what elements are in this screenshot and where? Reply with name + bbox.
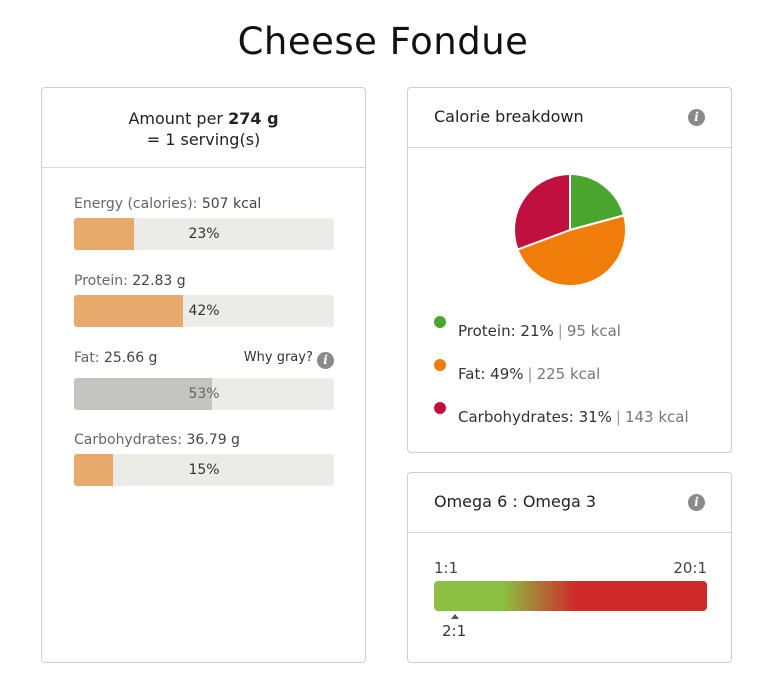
nutrient-bar: 23%: [74, 218, 334, 250]
nutrition-card: Amount per 274 g = 1 serving(s) Energy (…: [41, 87, 366, 663]
amount-header: Amount per 274 g = 1 serving(s): [42, 88, 365, 168]
omega-header: Omega 6 : Omega 3 i: [408, 473, 731, 533]
pie-slice-protein: [569, 172, 626, 232]
omega-gradient-bar: [434, 581, 707, 611]
legend-dot: [434, 402, 446, 414]
nutrient-percent: 23%: [188, 226, 220, 242]
nutrient-bar-fill: [74, 295, 184, 327]
nutrient-value: 36.79 g: [186, 432, 240, 448]
calorie-breakdown-header: Calorie breakdown i: [408, 88, 731, 148]
why-gray-label: Why gray?: [243, 350, 313, 365]
nutrient-bar: 15%: [74, 454, 334, 486]
amount-prefix: Amount per: [128, 109, 224, 128]
omega-value: 2:1: [442, 622, 467, 640]
pie-slice-fat: [516, 214, 627, 287]
info-icon[interactable]: i: [688, 494, 705, 511]
omega-scale-min: 1:1: [434, 559, 459, 577]
calorie-breakdown-card: Calorie breakdown i Protein: 21% | 95 kcal…: [407, 87, 732, 453]
nutrient-energy: Energy (calories): 507 kcal 23%: [74, 194, 334, 250]
legend-dot: [434, 359, 446, 371]
nutrient-carbohydrates: Carbohydrates: 36.79 g 15%: [74, 430, 334, 486]
omega-title: Omega 6 : Omega 3: [434, 492, 597, 511]
amount-weight: 274 g: [228, 109, 279, 128]
nutrient-percent: 53%: [188, 386, 220, 402]
info-icon[interactable]: i: [688, 109, 705, 126]
nutrient-protein: Protein: 22.83 g 42%: [74, 271, 334, 327]
nutrient-fat: Fat: 25.66 g Why gray? i 53%: [74, 348, 334, 410]
calorie-pie-chart: [513, 172, 627, 287]
amount-servings: = 1 serving(s): [146, 130, 261, 149]
legend-percent: 21%: [520, 322, 554, 340]
why-gray-link[interactable]: Why gray? i: [244, 348, 334, 369]
info-icon[interactable]: i: [317, 352, 334, 369]
legend-percent: 49%: [490, 365, 524, 383]
nutrient-percent: 15%: [188, 462, 220, 478]
nutrient-bar-fill: [74, 378, 212, 410]
nutrient-bar: 53%: [74, 378, 334, 410]
omega-marker-icon: [451, 614, 459, 619]
nutrient-value: 507 kcal: [201, 196, 262, 212]
nutrient-label: Fat:: [74, 350, 100, 366]
calorie-breakdown-title: Calorie breakdown: [434, 107, 584, 126]
legend-kcal: 143 kcal: [624, 408, 689, 426]
nutrient-bar-fill: [74, 218, 134, 250]
pie-slice-carbohydrates: [513, 172, 571, 251]
nutrient-value: 25.66 g: [104, 350, 158, 366]
omega-scale-max: 20:1: [673, 559, 707, 577]
legend-dot: [434, 316, 446, 328]
nutrient-bar: 42%: [74, 295, 334, 327]
legend-name: Protein:: [458, 322, 516, 340]
omega-ratio-card: Omega 6 : Omega 3 i 1:1 20:1 2:1: [407, 472, 732, 663]
page-title: Cheese Fondue: [237, 20, 529, 63]
nutrient-percent: 42%: [188, 303, 220, 319]
nutrient-label: Carbohydrates:: [74, 432, 183, 448]
legend-percent: 31%: [578, 408, 612, 426]
nutrient-label: Protein:: [74, 273, 128, 289]
legend-kcal: 225 kcal: [536, 365, 601, 383]
legend-name: Carbohydrates:: [458, 408, 574, 426]
nutrient-value: 22.83 g: [132, 273, 186, 289]
nutrient-bar-fill: [74, 454, 113, 486]
legend-name: Fat:: [458, 365, 486, 383]
nutrient-label: Energy (calories):: [74, 196, 198, 212]
legend-kcal: 95 kcal: [566, 322, 621, 340]
